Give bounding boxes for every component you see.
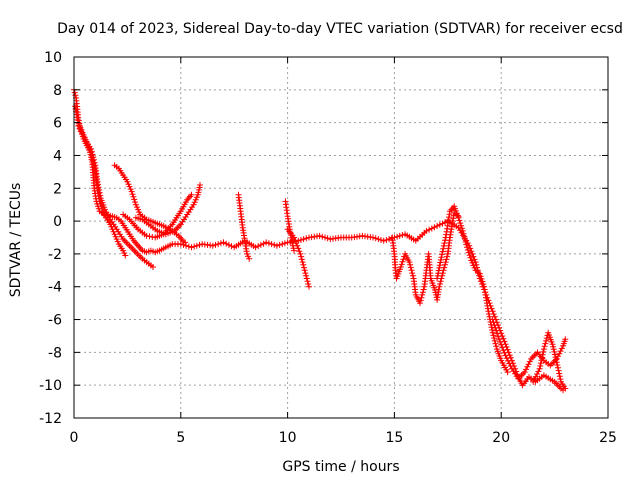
x-tick-label: 5: [176, 430, 185, 446]
y-tick-label: -8: [48, 345, 62, 361]
y-tick-label: -12: [39, 411, 62, 427]
series-markers: [389, 209, 462, 307]
y-tick-label: 4: [53, 148, 62, 164]
series-group: [71, 86, 569, 394]
data-series: [71, 86, 569, 394]
y-tick-label: -2: [48, 247, 62, 263]
y-axis-label: SDTVAR / TECUs: [8, 183, 24, 298]
x-axis-label: GPS time / hours: [282, 459, 399, 475]
y-tick-label: -6: [48, 313, 62, 329]
y-tick-label: 8: [53, 83, 62, 99]
series-markers: [75, 122, 156, 270]
y-tick-label: 6: [53, 116, 62, 132]
axis-ticks: 0 5 10 15 20 25 -12 -10 -8 -6 -4 -2 0 2 4 6 8 10: [39, 50, 617, 446]
y-tick-label: 10: [44, 50, 62, 66]
gridlines: [74, 57, 608, 418]
x-tick-label: 0: [70, 430, 79, 446]
series-markers: [489, 316, 569, 382]
series-markers: [434, 203, 511, 376]
y-tick-label: -4: [48, 280, 62, 296]
x-tick-label: 15: [385, 430, 403, 446]
x-tick-label: 25: [599, 430, 617, 446]
x-tick-label: 20: [492, 430, 510, 446]
y-tick-label: 2: [53, 181, 62, 197]
series-markers: [235, 191, 253, 262]
plot-frame: [73, 56, 609, 419]
y-tick-label: -10: [39, 378, 62, 394]
x-tick-label: 10: [279, 430, 297, 446]
series-markers: [530, 329, 569, 392]
series-markers: [120, 191, 195, 241]
chart-title: Day 014 of 2023, Sidereal Day-to-day VTE…: [57, 21, 623, 37]
series-markers: [284, 226, 312, 290]
y-tick-label: 0: [53, 214, 62, 230]
series-track: [113, 164, 186, 244]
